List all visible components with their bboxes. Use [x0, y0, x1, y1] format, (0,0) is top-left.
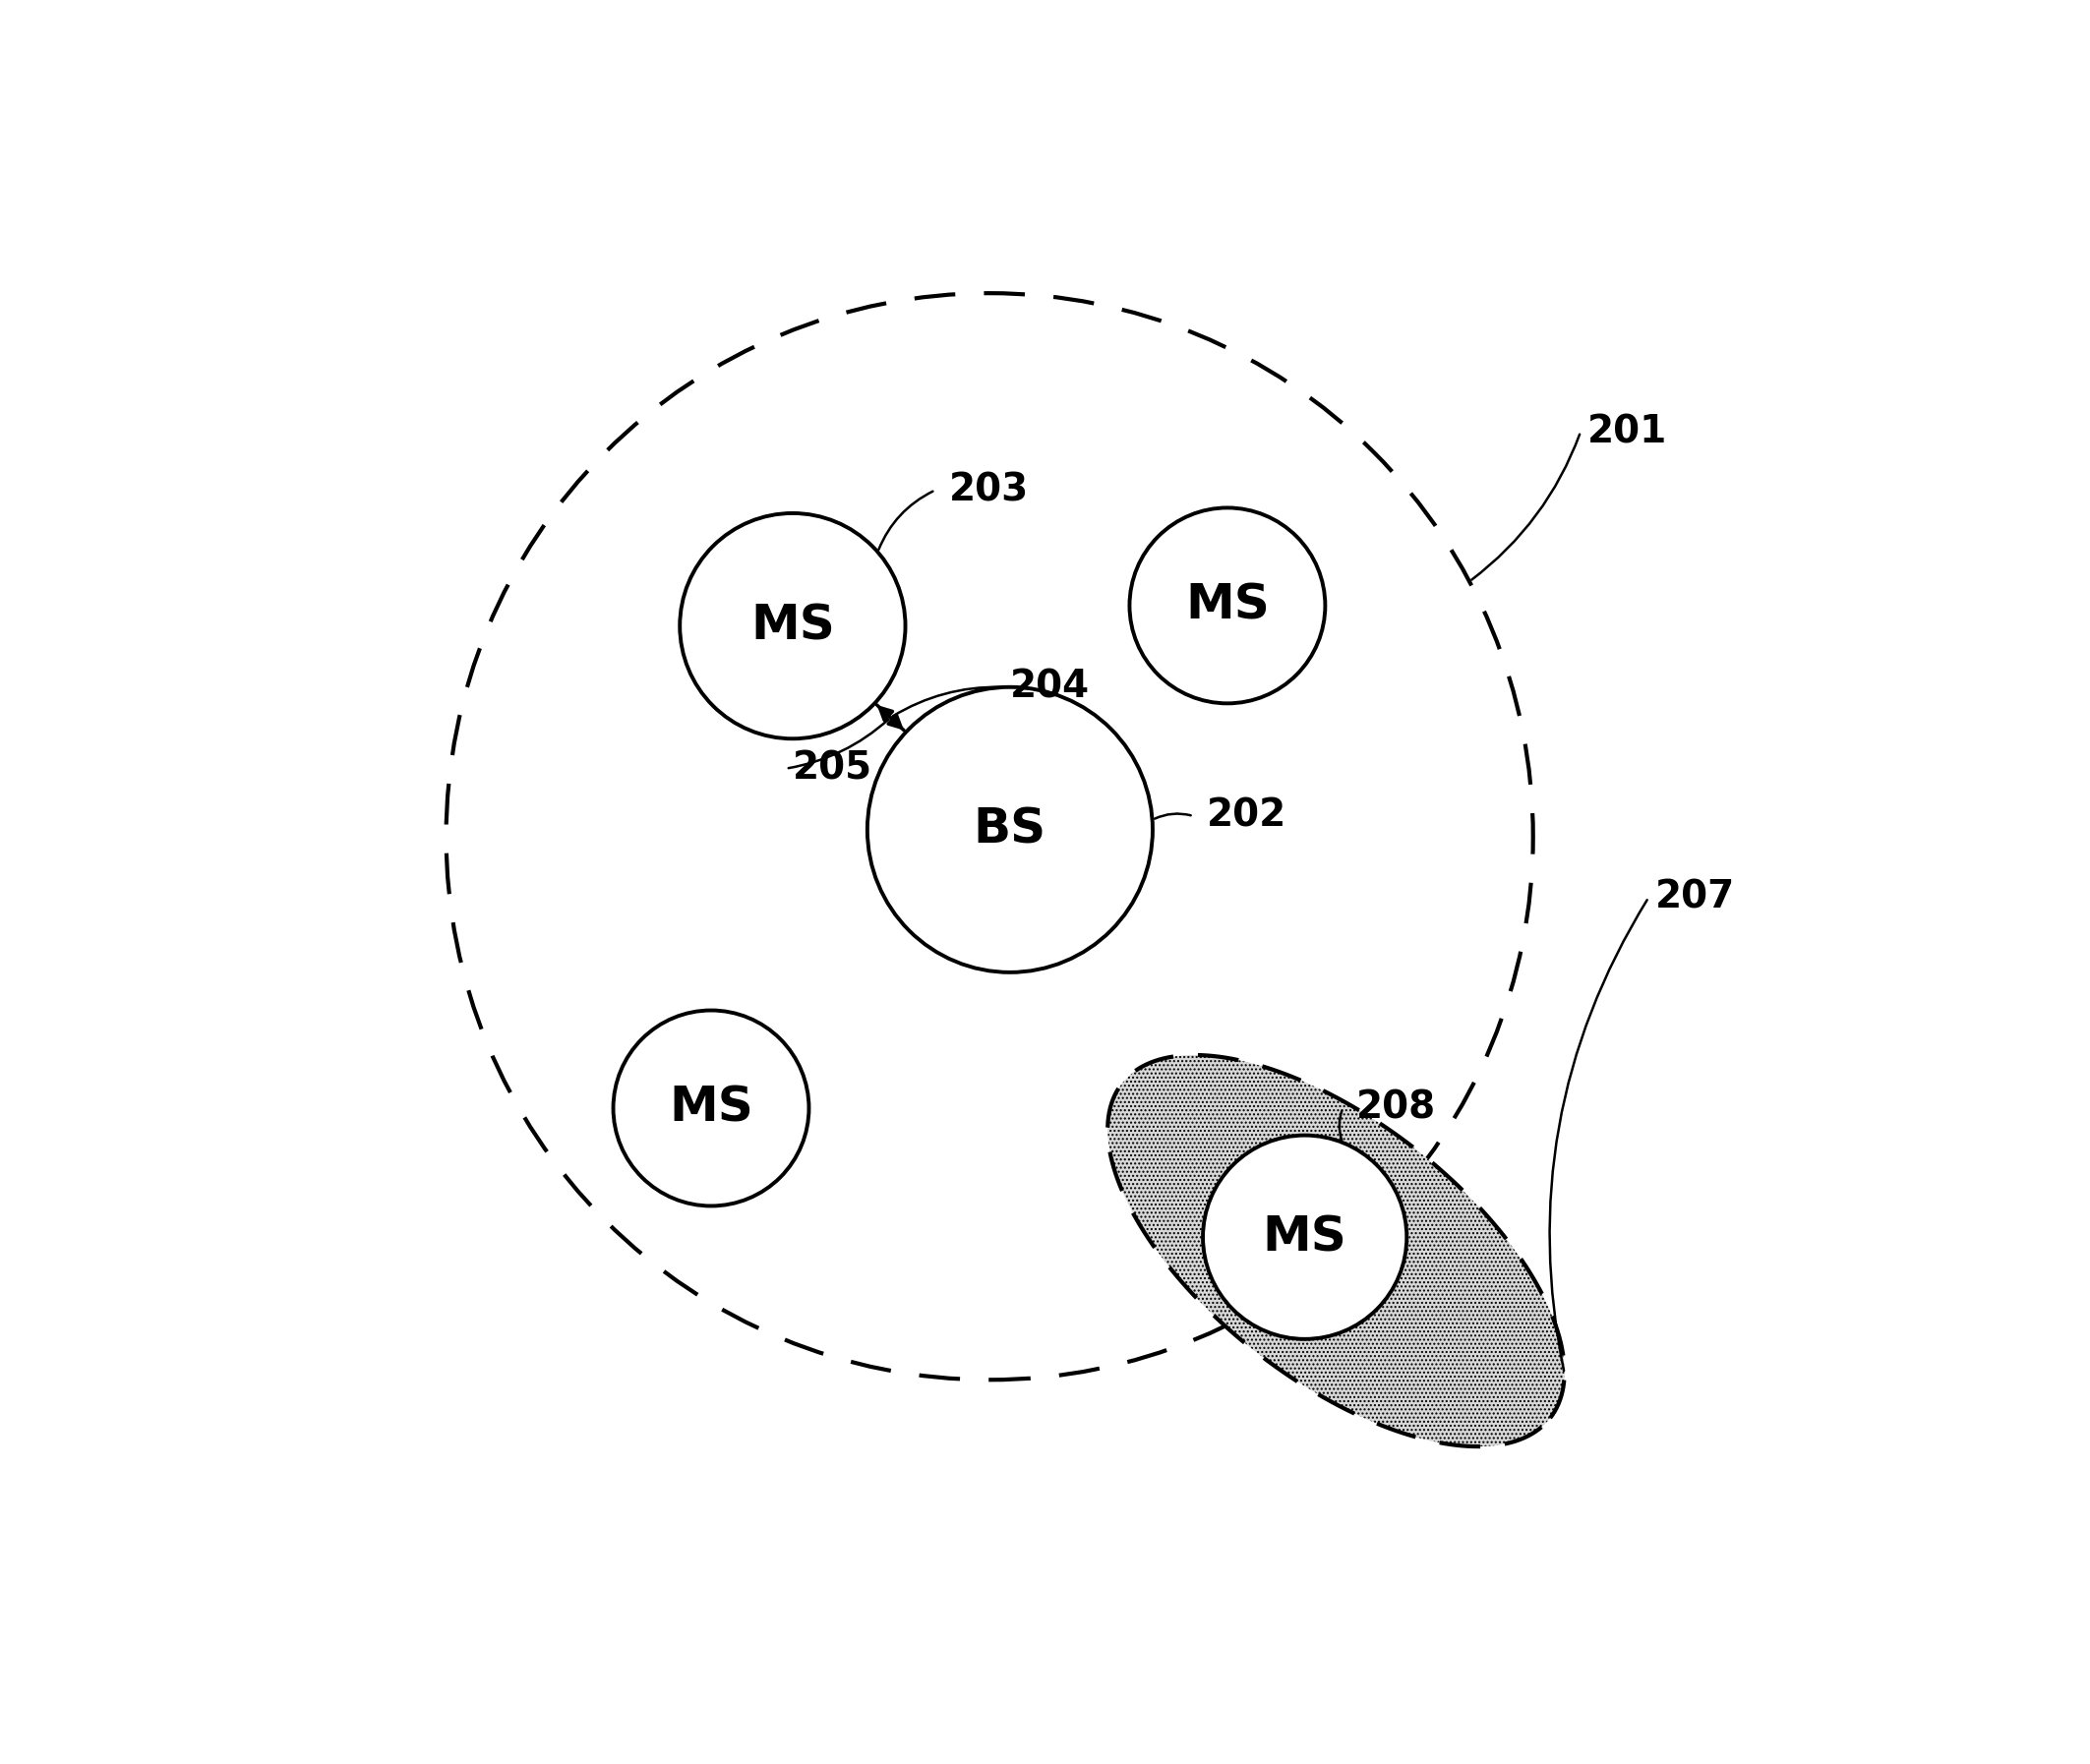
Text: MS: MS: [669, 1085, 752, 1132]
Text: 203: 203: [949, 471, 1028, 508]
Circle shape: [1129, 508, 1325, 704]
Polygon shape: [1108, 1055, 1565, 1446]
Text: 208: 208: [1356, 1090, 1436, 1127]
Text: 205: 205: [792, 750, 872, 787]
Text: MS: MS: [750, 602, 834, 649]
Text: 204: 204: [1009, 669, 1089, 706]
Circle shape: [867, 686, 1154, 972]
Text: 202: 202: [1208, 797, 1287, 834]
Circle shape: [679, 513, 905, 739]
Text: BS: BS: [974, 806, 1047, 854]
Text: MS: MS: [1262, 1214, 1346, 1261]
Circle shape: [1204, 1136, 1407, 1339]
Text: 201: 201: [1588, 413, 1668, 450]
Text: MS: MS: [1185, 582, 1269, 630]
Text: 207: 207: [1655, 878, 1735, 916]
Circle shape: [612, 1011, 809, 1207]
